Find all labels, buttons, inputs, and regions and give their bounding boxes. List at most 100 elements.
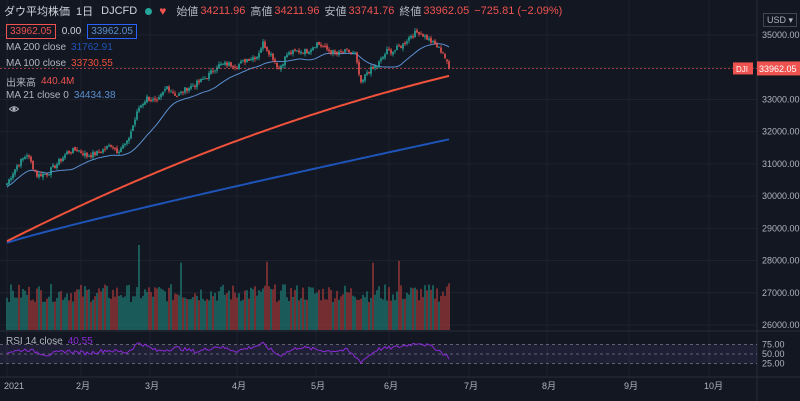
volume-bar xyxy=(138,245,140,330)
eye-icon[interactable] xyxy=(9,104,19,114)
volume-bar xyxy=(244,290,246,330)
volume-bar xyxy=(384,284,386,330)
volume-bar xyxy=(38,286,40,330)
candle-body xyxy=(170,91,172,93)
volume-bar xyxy=(370,297,372,330)
candle-body xyxy=(348,49,350,53)
candle-body xyxy=(20,158,22,166)
volume-bar xyxy=(192,297,194,330)
volume-bar xyxy=(26,294,28,330)
candle-body xyxy=(244,59,246,63)
candle-body xyxy=(28,155,30,157)
volume-bar xyxy=(388,287,390,330)
market-status-icon xyxy=(145,7,153,15)
rsi-legend[interactable]: RSI 14 close 40.55 xyxy=(6,336,93,347)
volume-bar xyxy=(50,284,52,330)
volume-bar xyxy=(124,296,126,330)
candle-body xyxy=(296,50,298,52)
y-tick-label: 31000.00 xyxy=(762,159,800,169)
candle-body xyxy=(360,75,362,83)
volume-bar xyxy=(306,299,308,330)
candle-body xyxy=(108,145,110,147)
symbol-name[interactable]: ダウ平均株価 xyxy=(4,6,70,18)
timeframe[interactable]: 1日 xyxy=(76,6,94,18)
candle-body xyxy=(292,50,294,54)
price-box-2[interactable]: 33962.05 xyxy=(87,24,137,39)
volume-bar xyxy=(446,286,448,330)
volume-bar xyxy=(410,287,412,330)
candle-body xyxy=(86,152,88,157)
volume-bar xyxy=(166,301,168,330)
candle-body xyxy=(120,148,122,153)
volume-bar xyxy=(422,297,424,330)
open-value: 34211.96 xyxy=(200,5,246,17)
volume-bar xyxy=(86,290,88,330)
volume-bar xyxy=(182,297,184,330)
volume-bar xyxy=(184,297,186,330)
candle-body xyxy=(58,159,60,165)
candle-body xyxy=(144,101,146,105)
candle-body xyxy=(428,38,430,41)
candle-body xyxy=(418,32,420,35)
candle-body xyxy=(378,61,380,67)
volume-bar xyxy=(94,296,96,330)
candle-body xyxy=(70,152,72,154)
price-row: 33962.05 0.00 33962.05 xyxy=(6,24,137,39)
close-value: 33962.05 xyxy=(423,5,470,17)
heart-icon[interactable]: ♥ xyxy=(159,4,167,18)
currency-selector[interactable]: USD ▾ xyxy=(763,13,798,27)
candle-body xyxy=(310,49,312,53)
price-box[interactable]: 33962.05 xyxy=(6,24,56,39)
candle-body xyxy=(404,42,406,45)
volume-bar xyxy=(398,260,400,330)
candle-body xyxy=(320,44,322,47)
volume-legend[interactable]: 出来高 440.4M xyxy=(6,74,74,89)
volume-bar xyxy=(208,300,210,330)
candle-body xyxy=(104,148,106,150)
candle-body xyxy=(46,173,48,176)
candle-body xyxy=(202,78,204,80)
ma100-legend[interactable]: MA 100 close 33730.55 xyxy=(6,58,113,69)
volume-bar xyxy=(294,290,296,330)
candle-body xyxy=(136,111,138,120)
ma21-legend[interactable]: MA 21 close 0 34434.38 xyxy=(6,90,116,101)
volume-bar xyxy=(170,284,172,330)
candle-body xyxy=(172,92,174,94)
volume-bar xyxy=(52,301,54,330)
volume-bar xyxy=(428,284,430,330)
candle-body xyxy=(126,140,128,144)
volume-bar xyxy=(100,291,102,330)
candle-body xyxy=(266,47,268,51)
candle-body xyxy=(82,153,84,156)
candle-body xyxy=(146,96,148,103)
volume-bar xyxy=(30,300,32,330)
volume-bar xyxy=(28,286,30,330)
candle-body xyxy=(94,152,96,156)
candle-body xyxy=(32,160,34,170)
volume-bar xyxy=(44,301,46,330)
volume-bar xyxy=(190,298,192,330)
ma200-legend[interactable]: MA 200 close 31762.91 xyxy=(6,42,113,53)
volume-bar xyxy=(434,298,436,330)
candle-body xyxy=(34,169,36,171)
candle-body xyxy=(192,85,194,87)
candle-body xyxy=(250,59,252,61)
volume-bar xyxy=(328,287,330,330)
volume-bar xyxy=(54,301,56,330)
volume-bar xyxy=(376,290,378,330)
candle-body xyxy=(324,45,326,47)
volume-bar xyxy=(400,285,402,330)
volume-bar xyxy=(318,289,320,330)
volume-bar xyxy=(232,285,234,330)
candle-body xyxy=(180,91,182,93)
volume-bar xyxy=(356,299,358,330)
x-tick-label: 2021 xyxy=(4,381,24,391)
volume-bar xyxy=(320,300,322,330)
candle-body xyxy=(190,85,192,89)
candle-body xyxy=(300,51,302,54)
candle-body xyxy=(76,149,78,151)
candle-body xyxy=(64,154,66,159)
candle-body xyxy=(376,66,378,68)
volume-bar xyxy=(304,299,306,330)
